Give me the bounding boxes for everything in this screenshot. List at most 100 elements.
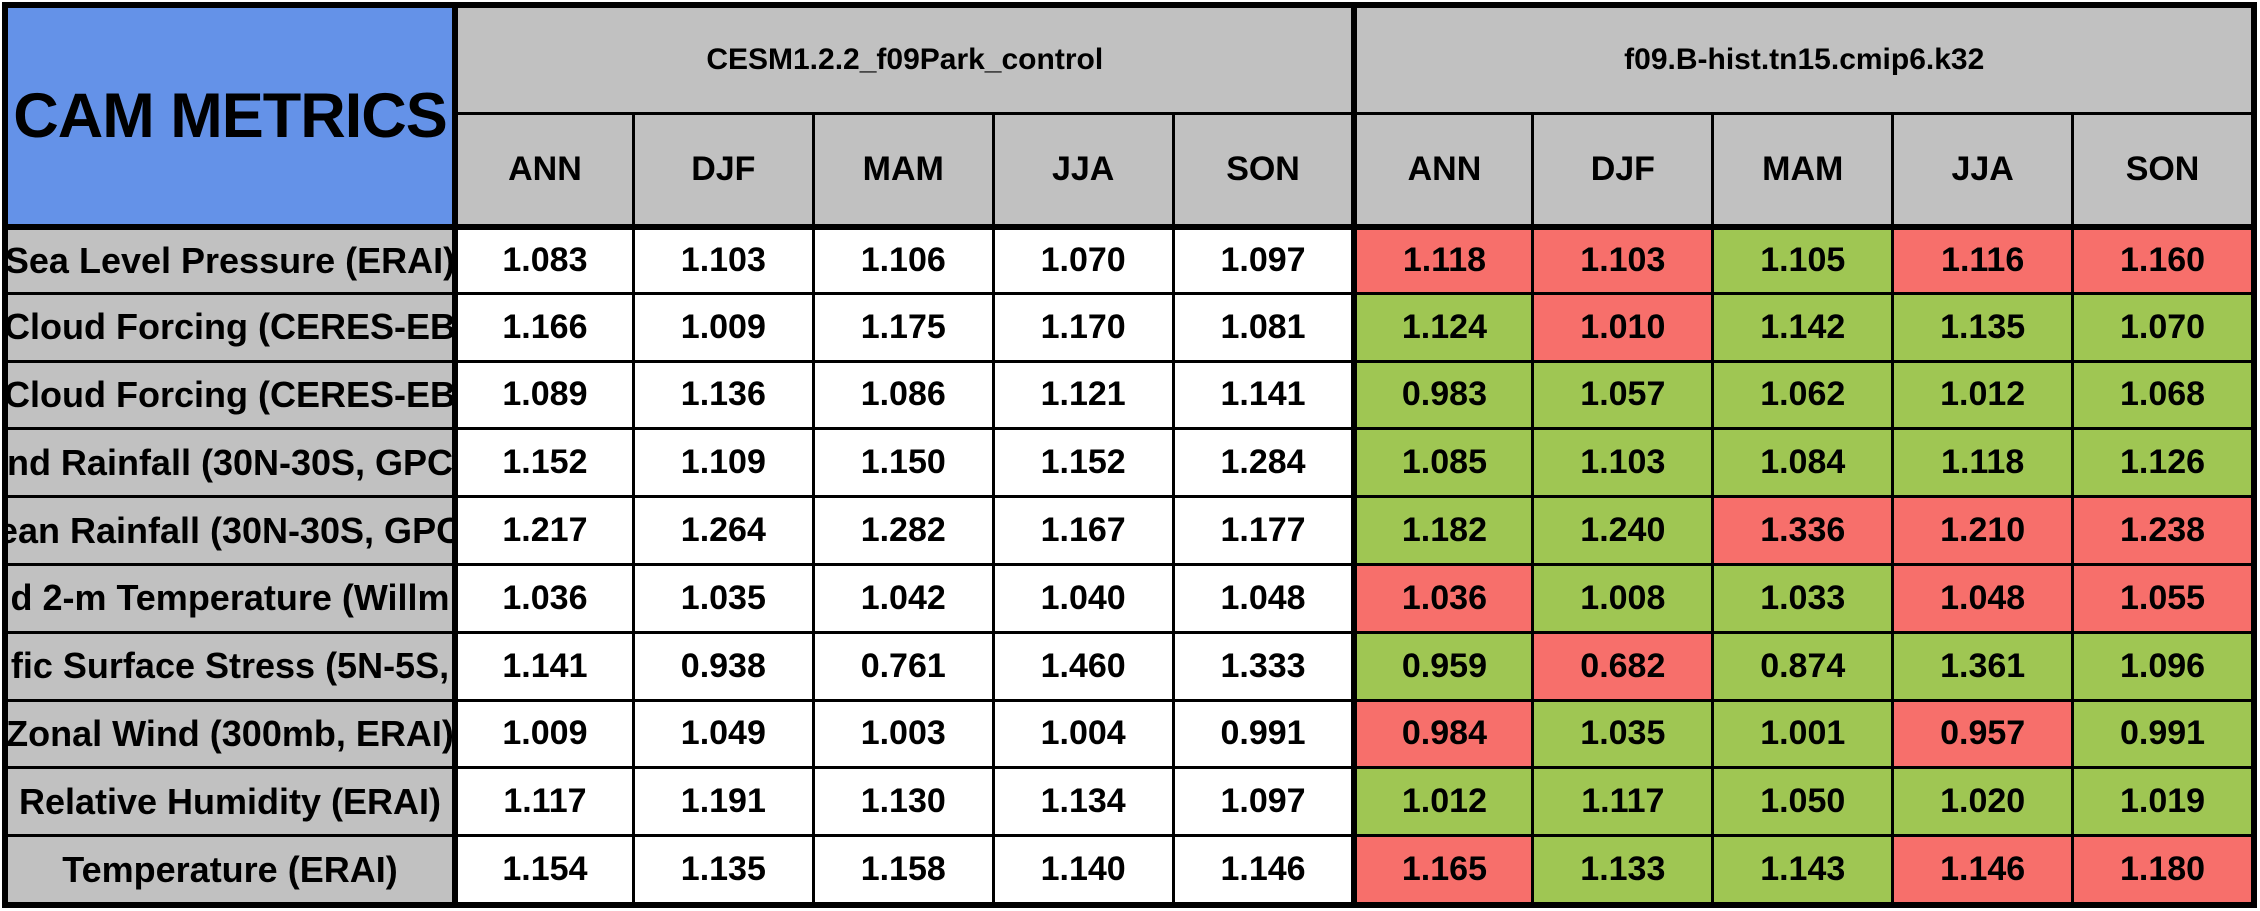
metric-value-experiment: 1.143 xyxy=(1714,837,1892,902)
metric-value-control: 1.089 xyxy=(455,362,632,428)
metric-value-experiment: 1.146 xyxy=(1894,837,2072,902)
metric-value-experiment: 1.180 xyxy=(2074,837,2251,902)
metric-value-control: 1.070 xyxy=(994,227,1172,292)
metric-label: Sea Level Pressure (ERAI) xyxy=(8,227,452,292)
metric-value-experiment: 1.361 xyxy=(1894,633,2072,699)
metric-label: d 2-m Temperature (Willm xyxy=(8,566,452,631)
metric-value-control: 1.282 xyxy=(814,498,992,563)
metric-value-experiment: 1.057 xyxy=(1534,362,1712,428)
metric-value-control: 1.009 xyxy=(634,294,812,360)
table-title: CAM METRICS xyxy=(8,8,452,224)
metric-value-experiment: 1.048 xyxy=(1894,566,2072,631)
metric-value-control: 1.097 xyxy=(1174,769,1352,835)
metric-value-control: 1.191 xyxy=(634,769,812,835)
metric-label: Cloud Forcing (CERES-EB xyxy=(8,362,452,428)
metric-value-control: 1.048 xyxy=(1174,566,1352,631)
metric-value-control: 1.141 xyxy=(1174,362,1352,428)
metric-value-experiment: 0.682 xyxy=(1534,633,1712,699)
metric-value-control: 1.154 xyxy=(455,837,632,902)
metric-label: fic Surface Stress (5N-5S, xyxy=(8,633,452,699)
metric-value-control: 1.036 xyxy=(455,566,632,631)
season-header-son: SON xyxy=(1174,115,1352,224)
metric-value-experiment: 1.240 xyxy=(1534,498,1712,563)
season-header-djf: DJF xyxy=(1534,115,1712,224)
metric-value-experiment: 1.118 xyxy=(1894,430,2072,496)
metric-value-experiment: 1.116 xyxy=(1894,227,2072,292)
metric-value-control: 1.264 xyxy=(634,498,812,563)
metric-value-experiment: 1.118 xyxy=(1354,227,1532,292)
metric-value-experiment: 1.068 xyxy=(2074,362,2251,428)
metric-value-experiment: 1.238 xyxy=(2074,498,2251,563)
metric-value-control: 1.166 xyxy=(455,294,632,360)
metric-value-experiment: 1.336 xyxy=(1714,498,1892,563)
metric-value-control: 1.035 xyxy=(634,566,812,631)
metric-value-control: 1.136 xyxy=(634,362,812,428)
metric-value-control: 1.167 xyxy=(994,498,1172,563)
metric-value-control: 1.134 xyxy=(994,769,1172,835)
metric-value-experiment: 0.984 xyxy=(1354,701,1532,767)
metric-value-control: 1.009 xyxy=(455,701,632,767)
metric-value-control: 1.146 xyxy=(1174,837,1352,902)
metric-label: Cloud Forcing (CERES-EB xyxy=(8,294,452,360)
metric-value-experiment: 1.210 xyxy=(1894,498,2072,563)
metric-value-control: 1.086 xyxy=(814,362,992,428)
metric-value-experiment: 1.085 xyxy=(1354,430,1532,496)
metric-value-control: 1.130 xyxy=(814,769,992,835)
metric-value-experiment: 1.133 xyxy=(1534,837,1712,902)
metric-value-experiment: 1.126 xyxy=(2074,430,2251,496)
metric-value-control: 1.097 xyxy=(1174,227,1352,292)
metric-value-control: 1.049 xyxy=(634,701,812,767)
metric-value-control: 1.217 xyxy=(455,498,632,563)
metric-value-control: 1.284 xyxy=(1174,430,1352,496)
metric-value-experiment: 1.036 xyxy=(1354,566,1532,631)
metric-value-control: 0.761 xyxy=(814,633,992,699)
metric-value-control: 1.109 xyxy=(634,430,812,496)
metric-value-experiment: 1.001 xyxy=(1714,701,1892,767)
metric-value-control: 0.938 xyxy=(634,633,812,699)
metric-value-experiment: 1.135 xyxy=(1894,294,2072,360)
metric-value-experiment: 1.012 xyxy=(1894,362,2072,428)
metric-label: nd Rainfall (30N-30S, GPC xyxy=(8,430,452,496)
metric-value-experiment: 0.959 xyxy=(1354,633,1532,699)
metric-value-experiment: 1.062 xyxy=(1714,362,1892,428)
metric-value-experiment: 1.117 xyxy=(1534,769,1712,835)
metric-value-control: 1.121 xyxy=(994,362,1172,428)
season-header-son: SON xyxy=(2074,115,2251,224)
metric-value-control: 0.991 xyxy=(1174,701,1352,767)
season-header-jja: JJA xyxy=(1894,115,2072,224)
metric-value-control: 1.158 xyxy=(814,837,992,902)
metric-value-control: 1.141 xyxy=(455,633,632,699)
column-group-control: CESM1.2.2_f09Park_control xyxy=(455,8,1352,112)
metric-value-control: 1.140 xyxy=(994,837,1172,902)
metric-value-control: 1.460 xyxy=(994,633,1172,699)
metric-value-experiment: 1.160 xyxy=(2074,227,2251,292)
metric-value-control: 1.152 xyxy=(455,430,632,496)
metric-value-control: 1.003 xyxy=(814,701,992,767)
metric-value-control: 1.152 xyxy=(994,430,1172,496)
metric-value-experiment: 1.020 xyxy=(1894,769,2072,835)
metric-value-experiment: 0.991 xyxy=(2074,701,2251,767)
metric-value-control: 1.177 xyxy=(1174,498,1352,563)
metric-value-control: 1.040 xyxy=(994,566,1172,631)
metric-value-experiment: 1.050 xyxy=(1714,769,1892,835)
season-header-mam: MAM xyxy=(1714,115,1892,224)
metric-label: Relative Humidity (ERAI) xyxy=(8,769,452,835)
metric-value-experiment: 1.035 xyxy=(1534,701,1712,767)
metric-value-experiment: 0.874 xyxy=(1714,633,1892,699)
column-group-experiment: f09.B-hist.tn15.cmip6.k32 xyxy=(1354,8,2251,112)
metric-label: ean Rainfall (30N-30S, GPC xyxy=(8,498,452,563)
metric-value-control: 1.117 xyxy=(455,769,632,835)
season-header-jja: JJA xyxy=(994,115,1172,224)
metric-value-experiment: 1.103 xyxy=(1534,430,1712,496)
metric-value-control: 1.081 xyxy=(1174,294,1352,360)
metric-value-control: 1.170 xyxy=(994,294,1172,360)
metric-value-experiment: 1.096 xyxy=(2074,633,2251,699)
metric-value-experiment: 1.033 xyxy=(1714,566,1892,631)
metric-value-control: 1.135 xyxy=(634,837,812,902)
metric-label: Zonal Wind (300mb, ERAI) xyxy=(8,701,452,767)
metric-label: Temperature (ERAI) xyxy=(8,837,452,902)
metric-value-experiment: 1.008 xyxy=(1534,566,1712,631)
metric-value-experiment: 1.142 xyxy=(1714,294,1892,360)
season-header-djf: DJF xyxy=(634,115,812,224)
